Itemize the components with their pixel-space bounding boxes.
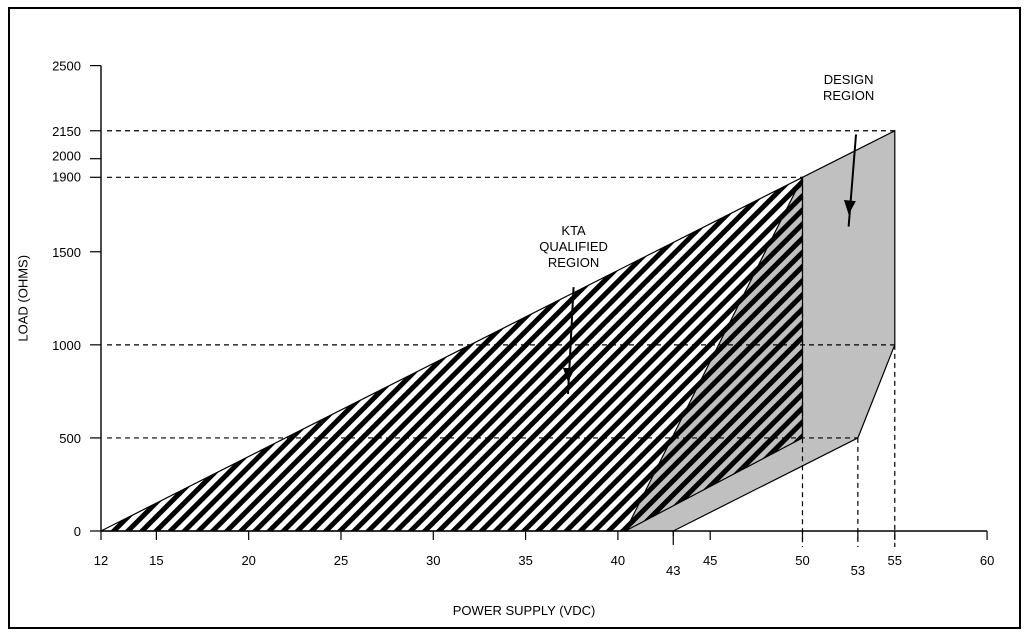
x-tick-label-45: 45 <box>703 553 717 568</box>
kta-region-label: KTA QUALIFIED REGION <box>539 223 608 270</box>
y-tick-label-2150: 2150 <box>52 124 81 139</box>
x-tick-label-35: 35 <box>518 553 532 568</box>
y-tick-label-500: 500 <box>59 431 81 446</box>
x-tick-label-43: 43 <box>666 563 680 578</box>
x-tick-label-20: 20 <box>241 553 255 568</box>
chart-frame: 12 15 20 25 30 35 40 43 45 50 53 55 60 0 500 1000 1500 19… <box>8 7 1021 629</box>
y-axis-label: LOAD (OHMS) <box>15 255 30 342</box>
x-tick-label-40: 40 <box>611 553 625 568</box>
x-tick-label-12: 12 <box>94 553 108 568</box>
chart: 12 15 20 25 30 35 40 43 45 50 53 55 60 0 500 1000 1500 19… <box>15 59 994 618</box>
kta-qualified-region-area <box>100 176 804 532</box>
y-tick-label-2500: 2500 <box>52 59 81 74</box>
y-tick-label-1500: 1500 <box>52 245 81 260</box>
x-tick-label-30: 30 <box>426 553 440 568</box>
kta-region-arrow-head <box>562 367 575 383</box>
ticks-layer: 12 15 20 25 30 35 40 43 45 50 53 55 60 0 500 1000 1500 19… <box>52 59 994 578</box>
y-tick-label-1900: 1900 <box>52 169 81 184</box>
design-region-label: DESIGN REGION <box>823 72 874 103</box>
annotations-layer: DESIGN REGION KTA QUALIFIED REGION <box>539 72 874 395</box>
design-region-arrow-head <box>843 200 856 215</box>
x-tick-label-53: 53 <box>851 563 865 578</box>
x-tick-label-55: 55 <box>888 553 902 568</box>
x-tick-label-25: 25 <box>334 553 348 568</box>
x-tick-label-60: 60 <box>980 553 994 568</box>
y-tick-label-1000: 1000 <box>52 338 81 353</box>
regions-layer <box>100 129 896 532</box>
y-tick-label-0: 0 <box>74 524 81 539</box>
x-axis-label: POWER SUPPLY (VDC) <box>453 603 596 618</box>
x-tick-label-50: 50 <box>795 553 809 568</box>
y-tick-label-2000: 2000 <box>52 149 81 164</box>
x-tick-label-15: 15 <box>149 553 163 568</box>
